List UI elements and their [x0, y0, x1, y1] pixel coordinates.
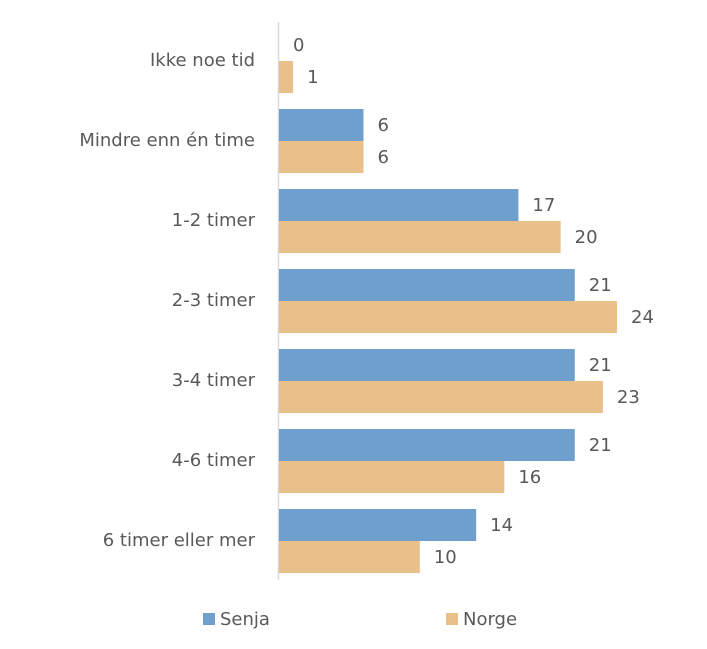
value-label: 23 — [617, 387, 640, 408]
value-label: 17 — [532, 195, 555, 216]
value-label: 21 — [589, 355, 612, 376]
category-label: 2-3 timer — [172, 290, 256, 311]
value-label: 0 — [293, 35, 304, 56]
value-label: 14 — [490, 515, 513, 536]
category-label: Ikke noe tid — [150, 50, 255, 71]
value-label: 1 — [307, 67, 318, 88]
bar — [279, 189, 519, 221]
legend-swatch — [446, 613, 458, 625]
category-label: 1-2 timer — [172, 210, 256, 231]
value-label: 6 — [378, 115, 389, 136]
bar — [279, 429, 575, 461]
bar — [279, 109, 364, 141]
category-label: Mindre enn én time — [79, 130, 255, 151]
value-label: 21 — [589, 435, 612, 456]
value-label: 6 — [378, 147, 389, 168]
legend-swatch — [203, 613, 215, 625]
legend-label: Norge — [463, 609, 517, 630]
category-label: 3-4 timer — [172, 370, 256, 391]
value-label: 20 — [575, 227, 598, 248]
category-label: 4-6 timer — [172, 450, 256, 471]
bar — [279, 381, 603, 413]
bar — [279, 541, 420, 573]
bar — [279, 61, 294, 93]
bar — [279, 221, 561, 253]
value-label: 21 — [589, 275, 612, 296]
bar — [279, 349, 575, 381]
bar — [279, 141, 364, 173]
category-label: 6 timer eller mer — [103, 530, 256, 551]
value-label: 24 — [631, 307, 654, 328]
bar — [279, 461, 505, 493]
value-label: 10 — [434, 547, 457, 568]
bar — [279, 509, 477, 541]
bar — [279, 301, 617, 333]
legend-label: Senja — [220, 609, 270, 630]
value-label: 16 — [518, 467, 541, 488]
bar — [279, 269, 575, 301]
